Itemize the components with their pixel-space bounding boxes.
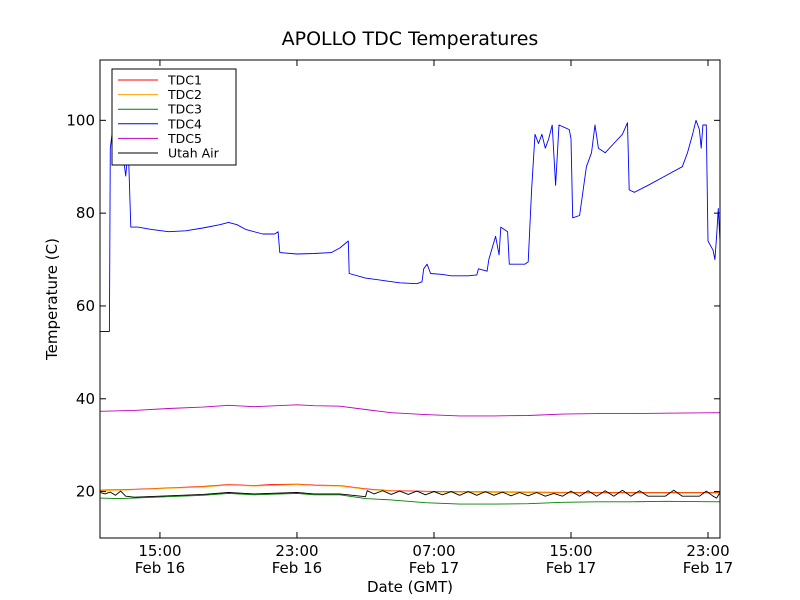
- legend-label-tdc1: TDC1: [167, 73, 202, 88]
- x-tick-date-label: Feb 16: [272, 559, 322, 577]
- series-line-tdc2: [99, 484, 720, 494]
- series-line-tdc3: [99, 492, 721, 505]
- legend-label-tdc2: TDC2: [167, 87, 202, 102]
- x-tick-time-label: 23:00: [686, 542, 729, 560]
- y-tick-label: 40: [76, 390, 95, 408]
- series-layer: [99, 119, 721, 505]
- legend-label-tdc4: TDC4: [167, 116, 202, 131]
- x-axis-label: Date (GMT): [367, 578, 453, 596]
- x-tick-time-label: 15:00: [549, 542, 592, 560]
- x-tick-time-label: 07:00: [412, 542, 455, 560]
- legend-label-utah-air: Utah Air: [168, 146, 220, 161]
- series-line-tdc4: [100, 119, 721, 332]
- y-tick-label: 60: [76, 297, 95, 315]
- x-tick-date-label: Feb 17: [409, 559, 459, 577]
- legend-label-tdc3: TDC3: [167, 102, 202, 117]
- plot-frame: [99, 59, 721, 539]
- x-tick-time-label: 15:00: [138, 542, 181, 560]
- legend-frame: [111, 68, 237, 166]
- y-axis-label: Temperature (C): [43, 238, 61, 361]
- series-line-utah-air: [99, 489, 721, 499]
- y-tick-label: 80: [76, 204, 95, 222]
- series-line-tdc5: [99, 404, 721, 417]
- x-tick-date-label: Feb 17: [683, 559, 733, 577]
- chart-title: APOLLO TDC Temperatures: [282, 28, 539, 50]
- y-tick-label: 100: [66, 111, 95, 129]
- y-tick-label: 20: [76, 483, 95, 501]
- x-tick-date-label: Feb 16: [135, 559, 185, 577]
- legend-label-tdc5: TDC5: [167, 131, 202, 146]
- x-tick-time-label: 23:00: [275, 542, 318, 560]
- x-tick-date-label: Feb 17: [546, 559, 596, 577]
